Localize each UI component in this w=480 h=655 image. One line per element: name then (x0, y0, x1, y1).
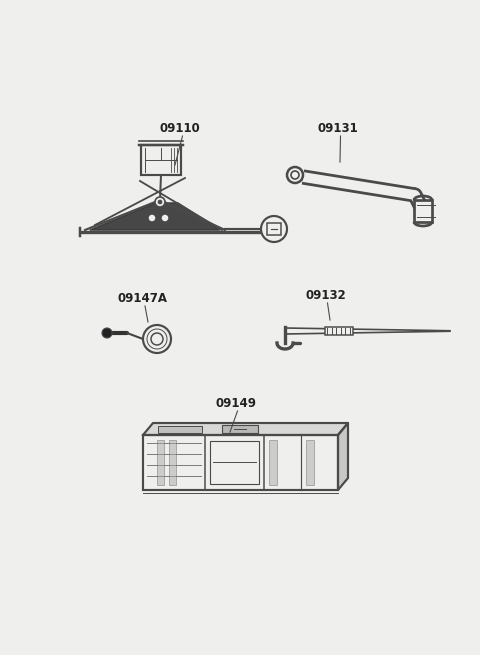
Bar (414, 200, 432, 222)
Polygon shape (143, 423, 348, 435)
Bar (267, 223, 281, 235)
Bar (222, 425, 258, 433)
Circle shape (158, 200, 162, 204)
Circle shape (148, 214, 156, 222)
Polygon shape (285, 328, 450, 334)
Bar (141, 145, 181, 175)
Bar (158, 426, 203, 433)
Polygon shape (90, 203, 220, 230)
Circle shape (287, 167, 303, 183)
Bar (143, 435, 338, 490)
Text: 09131: 09131 (318, 122, 359, 135)
Text: 09149: 09149 (215, 397, 256, 410)
Circle shape (291, 171, 299, 179)
Polygon shape (338, 423, 348, 490)
Text: 09132: 09132 (305, 289, 346, 302)
Text: 09147A: 09147A (118, 292, 168, 305)
Text: 09110: 09110 (160, 122, 201, 135)
Bar (210, 441, 259, 484)
Circle shape (143, 325, 171, 353)
Circle shape (161, 214, 169, 222)
Circle shape (151, 333, 163, 345)
Bar (306, 440, 314, 485)
Bar (157, 440, 164, 485)
Bar (269, 440, 277, 485)
Circle shape (147, 329, 167, 349)
Circle shape (155, 197, 165, 207)
Circle shape (261, 216, 287, 242)
Circle shape (102, 328, 112, 338)
Bar (169, 440, 176, 485)
Bar (325, 327, 353, 335)
